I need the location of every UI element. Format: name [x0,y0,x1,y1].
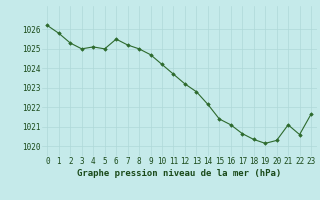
X-axis label: Graphe pression niveau de la mer (hPa): Graphe pression niveau de la mer (hPa) [77,169,281,178]
